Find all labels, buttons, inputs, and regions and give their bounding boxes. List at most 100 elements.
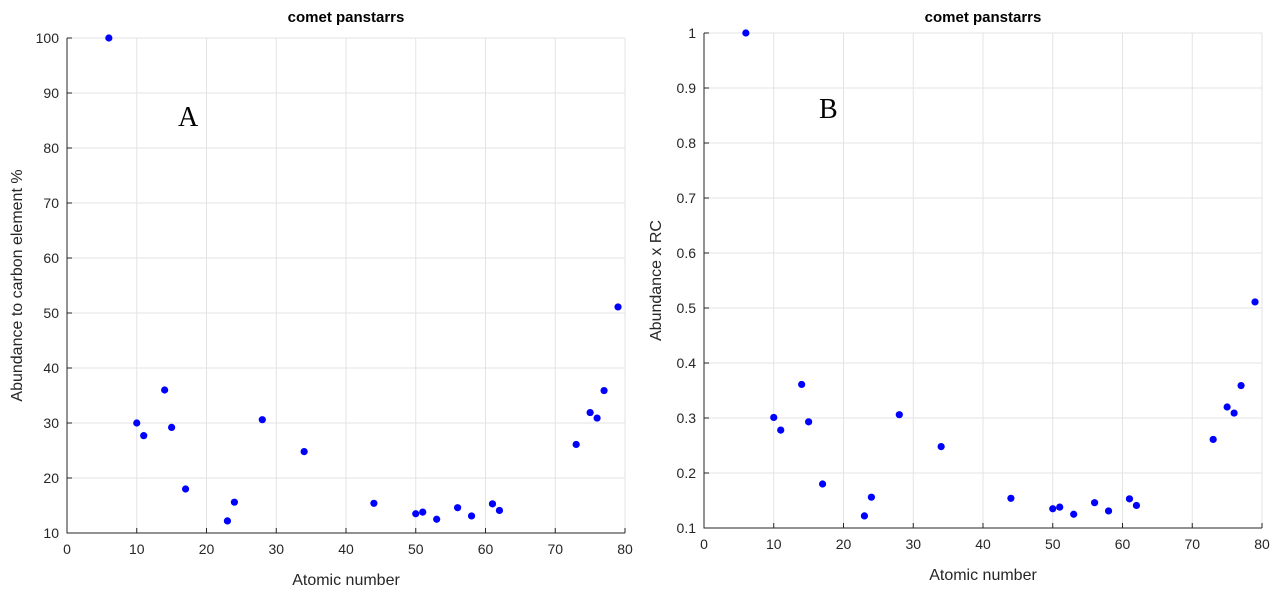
data-point [798,380,806,389]
x-tick-label: 60 [1115,536,1131,552]
data-point [495,506,504,515]
data-point [867,493,875,501]
x-axis-label: Atomic number [929,567,1037,584]
data-point [586,408,594,417]
y-tick-label: 80 [43,140,59,156]
x-tick-label: 70 [547,541,563,557]
data-points [105,34,622,525]
data-point [777,426,785,434]
data-point [161,386,169,394]
x-tick-label: 10 [766,536,782,552]
y-tick-label: 20 [43,470,59,486]
y-tick-label: 100 [36,30,60,46]
data-point [593,414,601,422]
data-point [1125,495,1134,503]
data-point [454,504,462,512]
y-tick-label: 0.3 [677,410,697,426]
x-tick-label: 40 [975,536,991,552]
y-tick-label: 70 [43,195,59,211]
data-point [488,500,497,508]
data-point [937,443,945,451]
y-tick-label: 10 [43,525,59,541]
data-point [614,303,622,311]
data-point [860,512,869,520]
data-point [895,411,903,419]
data-point [230,498,238,506]
data-point [1251,298,1259,306]
y-tick-label: 0.7 [677,190,697,206]
data-point [300,448,308,456]
data-point [572,440,580,449]
x-tick-label: 30 [268,541,284,557]
y-tick-label: 0.6 [677,245,697,261]
y-tick-label: 0.1 [677,520,697,536]
data-point [1056,503,1064,511]
chart-panel-b: 0 10 20 30 40 50 60 70 80 0.1 0.2 0.3 0.4 0.5 0.6 0.7 0.… [639,0,1278,596]
y-axis-label: Abundance x RC [648,220,665,341]
data-point [1104,507,1113,515]
x-tick-label: 0 [63,541,71,557]
x-tick-label: 20 [836,536,852,552]
data-point [1049,505,1057,513]
data-point [419,508,427,516]
data-point [805,418,813,426]
panel-label: A [178,102,199,133]
x-tick-label: 40 [338,541,354,557]
y-tick-label: 0.8 [677,135,697,151]
y-tick-label: 0.4 [677,355,697,371]
data-point [105,34,113,42]
data-point [770,413,778,422]
y-tick-label: 30 [43,415,59,431]
data-point [258,416,266,424]
grid-lines [703,32,1263,529]
data-point [140,432,148,440]
y-tick-label: 0.5 [677,300,697,316]
y-tick-label: 40 [43,360,59,376]
x-tick-label: 0 [700,536,708,552]
data-points [742,29,1259,520]
x-tick-label: 10 [129,541,145,557]
data-point [1091,499,1099,507]
chart-panel-a: 0 10 20 30 40 50 60 70 80 10 20 30 40 50 60 70 80 90 100 co… [9,9,633,589]
grid-lines [66,37,626,534]
data-point [467,512,476,520]
y-tick-label: 0.2 [677,465,697,481]
scatter-chart-a: 0 10 20 30 40 50 60 70 80102030405060708090100co… [9,9,633,589]
x-tick-label: 80 [1254,536,1270,552]
x-tick-label: 60 [478,541,494,557]
data-point [370,499,378,507]
y-tick-label: 90 [43,85,59,101]
y-axis-label: Abundance to carbon element % [9,169,26,401]
x-tick-label: 30 [905,536,921,552]
x-tick-label: 50 [1045,536,1061,552]
data-point [1132,501,1141,510]
data-point [1070,510,1078,518]
data-point [412,510,420,518]
data-point [433,515,441,523]
y-tick-label: 50 [43,305,59,321]
data-point [742,29,750,37]
y-tick-label: 0.9 [677,80,697,96]
x-tick-label: 70 [1184,536,1200,552]
x-tick-label: 80 [617,541,633,557]
data-point [1007,494,1015,502]
data-point [1223,403,1231,411]
data-point [1230,409,1238,417]
y-tick-label: 60 [43,250,59,266]
y-tick-label: 1 [688,25,696,41]
data-point [600,386,608,395]
data-point [168,423,176,431]
chart-title: comet panstarrs [925,9,1042,26]
data-point [223,517,232,525]
data-point [133,419,141,427]
data-point [1237,381,1245,390]
x-tick-label: 20 [199,541,215,557]
data-point [181,485,190,493]
data-point [1209,435,1217,444]
x-axis-label: Atomic number [292,572,400,589]
chart-title: comet panstarrs [288,9,405,26]
panel-label: B [819,94,838,125]
scatter-chart-b: 0 10 20 30 40 50 60 70 80 0.1 0.2 0.3 0.4 0.5 0.6 0.7 0.… [648,9,1270,584]
data-point [818,480,827,488]
x-tick-label: 50 [408,541,424,557]
